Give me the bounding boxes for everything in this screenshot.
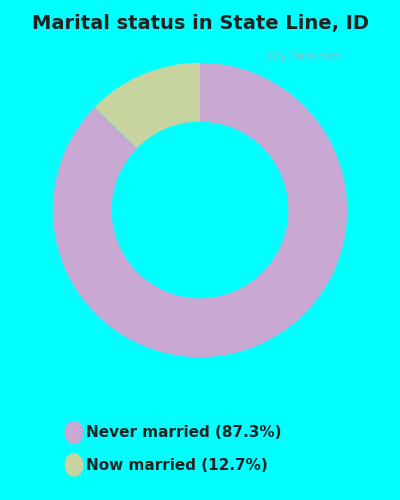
Wedge shape bbox=[53, 63, 347, 357]
Text: Never married (87.3%): Never married (87.3%) bbox=[86, 425, 282, 440]
Wedge shape bbox=[95, 63, 200, 148]
Text: City-Data.com: City-Data.com bbox=[267, 52, 341, 62]
Text: Marital status in State Line, ID: Marital status in State Line, ID bbox=[32, 14, 368, 33]
Text: Now married (12.7%): Now married (12.7%) bbox=[86, 458, 268, 472]
